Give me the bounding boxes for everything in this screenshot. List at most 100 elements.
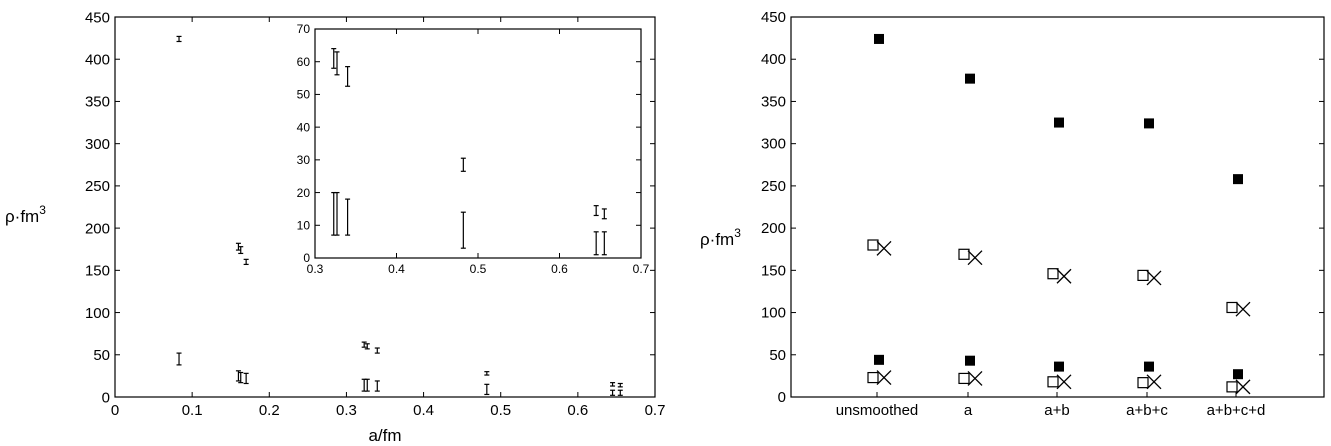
left-x-tick-label: 0.6 <box>567 402 588 419</box>
left-y-tick-label: 250 <box>85 178 110 195</box>
inset-data-point <box>593 205 599 217</box>
open-square-marker <box>1226 301 1238 314</box>
left-y-tick-label: 400 <box>85 51 110 68</box>
open-square-marker <box>1137 269 1149 281</box>
data-point <box>243 258 249 266</box>
filled-square-marker <box>1233 369 1243 380</box>
cross-stroke-b <box>967 250 983 266</box>
left-x-tick-label: 0.1 <box>182 402 203 419</box>
right-y-tick-label: 0 <box>778 389 786 406</box>
inset-y-tick-label: 0 <box>303 251 310 265</box>
cross-stroke-b <box>876 240 892 256</box>
inset-y-tick-label: 50 <box>297 88 311 102</box>
y-axis-label: ρ·fm3 <box>700 226 741 249</box>
inset-y-tick-label: 10 <box>297 218 311 232</box>
filled-square-marker <box>874 354 884 365</box>
right-y-tick-label: 400 <box>761 51 786 68</box>
cross-marker <box>1056 268 1072 284</box>
open-square-marker <box>958 372 970 385</box>
y-axis-label: ρ·fm3 <box>5 203 46 226</box>
data-point <box>610 382 616 387</box>
right-y-tick-label: 250 <box>761 178 786 195</box>
inset-data-point <box>601 231 607 256</box>
data-point <box>374 347 380 354</box>
inset-data-point <box>334 191 340 236</box>
right-frame <box>790 16 1325 398</box>
inset-y-tick-label: 60 <box>297 55 311 69</box>
cross-marker <box>1235 379 1251 395</box>
right-y-tick-label: 450 <box>761 9 786 26</box>
inset-data-point <box>334 51 340 76</box>
inset-frame <box>314 28 642 259</box>
right-y-tick-label: 100 <box>761 305 786 322</box>
inset-data-point <box>331 48 337 69</box>
filled-square-marker <box>874 33 884 44</box>
right-y-tick-label: 350 <box>761 93 786 110</box>
filled-square-marker <box>1054 117 1064 128</box>
cross-marker <box>876 370 892 386</box>
cross-marker <box>1146 374 1162 390</box>
cross-stroke-b <box>1056 268 1072 284</box>
inset-x-tick-label: 0.6 <box>551 262 568 276</box>
inset-x-tick-label: 0.7 <box>633 262 650 276</box>
inset-y-tick-label: 30 <box>297 153 311 167</box>
data-point <box>361 341 367 348</box>
cross-stroke-b <box>1146 374 1162 390</box>
inset-data-point <box>593 231 599 256</box>
cross-stroke-b <box>1235 301 1251 317</box>
data-point <box>617 389 623 396</box>
left-x-tick-label: 0 <box>111 402 119 419</box>
cross-stroke-b <box>967 370 983 386</box>
left-y-tick-label: 300 <box>85 136 110 153</box>
inset-data-point <box>460 211 466 249</box>
data-point <box>176 35 182 43</box>
data-point <box>617 382 623 388</box>
cross-marker <box>1056 374 1072 390</box>
category-label: a <box>964 402 973 419</box>
open-square-marker <box>1047 268 1059 280</box>
left-y-tick-label: 450 <box>85 9 110 26</box>
filled-square-marker <box>1144 361 1154 372</box>
data-point <box>374 380 380 392</box>
left-x-tick-label: 0.2 <box>259 402 280 419</box>
left-y-tick-label: 350 <box>85 94 110 111</box>
inset-y-tick-label: 20 <box>297 186 311 200</box>
left-x-tick-label: 0.3 <box>336 402 357 419</box>
cross-marker <box>967 370 983 386</box>
left-x-tick-label: 0.4 <box>413 402 434 419</box>
inset-y-tick-label: 70 <box>297 22 311 36</box>
y-axis-label-sup: 3 <box>39 203 46 217</box>
category-label: a+b <box>1044 402 1069 419</box>
cross-stroke-b <box>1146 270 1162 286</box>
open-square-marker <box>958 248 970 260</box>
cross-marker <box>1235 301 1251 317</box>
right-y-tick-label: 150 <box>761 262 786 279</box>
open-square-marker <box>1226 381 1238 393</box>
open-square-marker <box>1047 376 1059 388</box>
right-y-tick-label: 200 <box>761 220 786 237</box>
inset-data-point <box>345 198 351 236</box>
inset-x-tick-label: 0.4 <box>388 262 405 276</box>
inset-data-point <box>601 208 607 220</box>
data-point <box>364 343 370 350</box>
filled-square-marker <box>1233 174 1243 185</box>
category-label: a+b+c <box>1126 402 1168 419</box>
filled-square-marker <box>1054 361 1064 372</box>
open-square-marker <box>867 371 879 384</box>
left-x-tick-label: 0.5 <box>490 402 511 419</box>
filled-square-marker <box>965 355 975 366</box>
cross-marker <box>1146 270 1162 286</box>
data-point <box>243 372 249 385</box>
cross-marker <box>876 240 892 256</box>
y-axis-label-sup: 3 <box>734 226 741 240</box>
y-axis-label-main: ρ·fm <box>5 207 39 226</box>
right-y-tick-label: 50 <box>769 347 786 364</box>
x-axis-label: a/fm <box>368 426 401 445</box>
data-point <box>238 371 244 384</box>
cross-stroke-b <box>876 370 892 386</box>
category-label: unsmoothed <box>836 402 919 419</box>
data-point <box>238 246 244 255</box>
left-y-tick-label: 0 <box>102 389 110 406</box>
inset-chart: 0.3 0.4 0.5 0.6 0.7 0 10 20 30 40 50 60 70 <box>297 22 650 276</box>
